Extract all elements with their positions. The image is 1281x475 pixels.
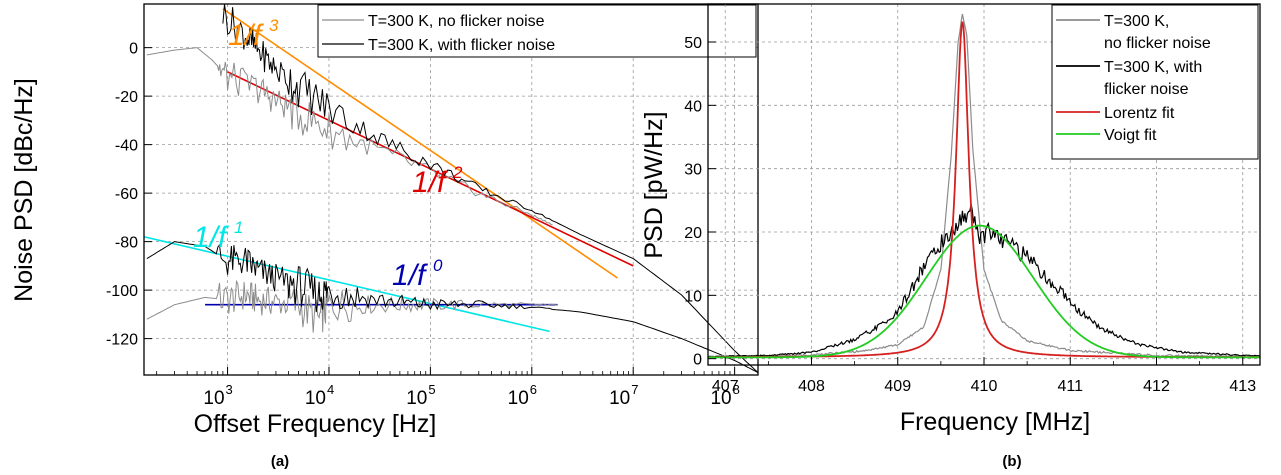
legend-a: T=300 K, no flicker noise T=300 K, with f… bbox=[317, 4, 757, 58]
y-axis-label-b: PSD [pW/Hz] bbox=[640, 111, 668, 258]
fit-label-exp-a: 2 bbox=[452, 163, 463, 182]
fit-label-a: 1/f 3 bbox=[228, 16, 279, 52]
data-series-a bbox=[146, 279, 558, 333]
fit-label-base-a: 1/f bbox=[412, 166, 448, 199]
y-tick-label-a: 0 bbox=[129, 41, 138, 58]
plot-area-a bbox=[144, 4, 758, 374]
chart-panel-b: 407 408 409 410 411 412 413 0 10 20 30 40 50 T=300 K… bbox=[640, 3, 1261, 470]
x-tick-label-b: 409 bbox=[884, 378, 911, 395]
legend-label-a: T=300 K, with flicker noise bbox=[368, 37, 555, 54]
y-tick-label-b: 0 bbox=[693, 352, 702, 369]
y-tick-label-b: 10 bbox=[684, 288, 702, 305]
fit-label-base-a: 1/f bbox=[193, 221, 229, 254]
x-tick-label-b: 411 bbox=[1057, 378, 1083, 395]
x-tick-base-a: 10 bbox=[609, 388, 630, 409]
x-tick-label-a: 10 3 bbox=[203, 382, 232, 409]
fit-label-exp-a: 0 bbox=[433, 256, 443, 275]
x-tick-label-a: 10 5 bbox=[406, 382, 435, 409]
data-series-b bbox=[708, 204, 1260, 358]
chart-panel-a: 10 3 10 4 10 5 10 6 10 7 10 80-20-40-60-80-100-120 … bbox=[10, 3, 759, 470]
fit-label-base-a: 1/f bbox=[392, 259, 428, 292]
legend-label-b: no flicker noise bbox=[1104, 35, 1211, 52]
legend-b: T=300 K, no flicker noise T=300 K, with fli… bbox=[1051, 4, 1259, 160]
x-tick-label-a: 10 4 bbox=[305, 382, 334, 409]
y-axis-label-a: Noise PSD [dBc/Hz] bbox=[10, 78, 38, 302]
y-tick-label-b: 50 bbox=[684, 35, 702, 52]
fit-line-a bbox=[144, 236, 550, 333]
fit-label-a: 1/f 1 bbox=[193, 218, 243, 254]
x-tick-base-a: 10 bbox=[203, 388, 224, 409]
fit-label-a: 1/f 0 bbox=[392, 256, 443, 292]
fit-label-exp-a: 1 bbox=[234, 218, 243, 237]
panel-label-a: (a) bbox=[271, 453, 289, 470]
x-axis-label-a: Offset Frequency [Hz] bbox=[194, 410, 437, 438]
legend-label-b: T=300 K, with bbox=[1104, 59, 1202, 76]
legend-label-b: Voigt fit bbox=[1104, 127, 1157, 144]
x-tick-label-b: 407 bbox=[712, 378, 739, 395]
y-tick-label-a: -120 bbox=[106, 332, 138, 349]
x-tick-exp-a: 6 bbox=[530, 382, 537, 397]
fit-label-a: 1/f 2 bbox=[412, 163, 463, 199]
data-series-a bbox=[222, 4, 758, 373]
legend-label-b: Lorentz fit bbox=[1104, 105, 1175, 122]
legend-box-a bbox=[317, 4, 757, 58]
y-tick-label-a: -100 bbox=[106, 283, 138, 300]
legend-label-a: T=300 K, no flicker noise bbox=[368, 13, 545, 30]
x-tick-exp-a: 5 bbox=[428, 382, 435, 397]
x-tick-exp-a: 7 bbox=[631, 382, 638, 397]
plot-area-b bbox=[708, 13, 1260, 359]
y-tick-label-b: 30 bbox=[684, 162, 702, 179]
panel-label-b: (b) bbox=[1002, 453, 1021, 470]
x-axis-label-b: Frequency [MHz] bbox=[900, 408, 1090, 436]
y-tick-label-a: -40 bbox=[115, 138, 138, 155]
y-tick-label-b: 20 bbox=[684, 225, 702, 242]
tick-labels-b: 407 408 409 410 411 412 413 0 10 20 30 40 50 bbox=[684, 35, 1256, 395]
legend-label-b: T=300 K, bbox=[1104, 13, 1169, 30]
x-tick-label-b: 413 bbox=[1229, 378, 1256, 395]
legend-label-b: flicker noise bbox=[1104, 81, 1189, 98]
x-tick-exp-a: 8 bbox=[733, 382, 740, 397]
y-tick-label-b: 40 bbox=[684, 98, 702, 115]
x-tick-label-b: 412 bbox=[1143, 378, 1170, 395]
y-tick-label-a: -80 bbox=[115, 235, 138, 252]
x-tick-label-a: 10 8 bbox=[710, 382, 739, 409]
y-tick-label-a: -60 bbox=[115, 186, 138, 203]
plot-frame-a bbox=[143, 3, 759, 376]
x-tick-label-b: 408 bbox=[798, 378, 825, 395]
fit-label-base-a: 1/f bbox=[228, 19, 264, 52]
y-tick-label-a: -20 bbox=[115, 89, 138, 106]
x-tick-base-a: 10 bbox=[710, 388, 731, 409]
x-tick-exp-a: 4 bbox=[327, 382, 334, 397]
grid-lines-a bbox=[144, 4, 758, 375]
x-tick-label-a: 10 6 bbox=[508, 382, 537, 409]
fit-label-exp-a: 3 bbox=[269, 16, 279, 35]
fit-line-a bbox=[222, 8, 618, 279]
data-series-a bbox=[146, 241, 758, 374]
fit-labels-a: 1/f 31/f 21/f 11/f 0 bbox=[193, 16, 463, 292]
data-series-b bbox=[708, 224, 1260, 359]
tick-labels-a: 10 3 10 4 10 5 10 6 10 7 10 80-20-40-60-80-100-120 bbox=[106, 41, 740, 409]
data-series-a bbox=[146, 47, 553, 226]
x-tick-exp-a: 3 bbox=[226, 382, 233, 397]
x-tick-label-a: 10 7 bbox=[609, 382, 638, 409]
x-tick-base-a: 10 bbox=[508, 388, 529, 409]
x-tick-base-a: 10 bbox=[406, 388, 427, 409]
x-tick-label-b: 410 bbox=[971, 378, 998, 395]
x-tick-base-a: 10 bbox=[305, 388, 326, 409]
